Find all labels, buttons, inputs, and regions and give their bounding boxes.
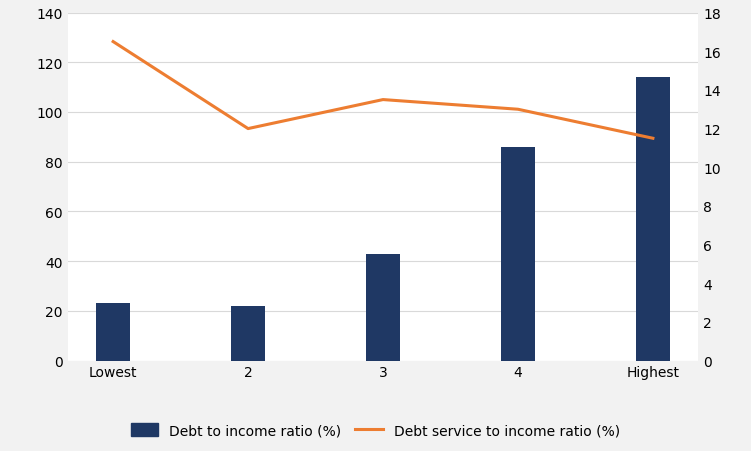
Bar [636,78,670,361]
Bar [501,147,535,361]
Bar [96,304,130,361]
Legend: Debt to income ratio (%), Debt service to income ratio (%): Debt to income ratio (%), Debt service t… [124,416,627,444]
Bar [366,254,400,361]
Bar [231,306,265,361]
